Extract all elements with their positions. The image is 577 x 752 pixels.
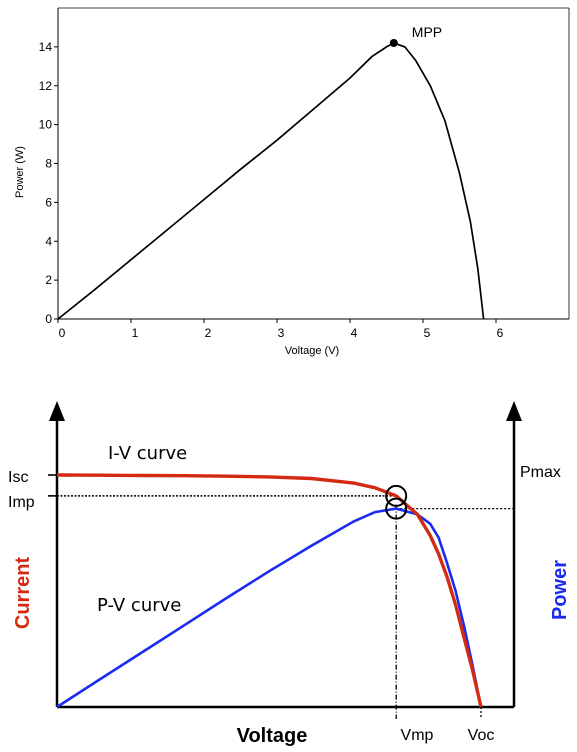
y-tick-label: 12 — [39, 79, 53, 93]
power-axis-label: Power — [549, 560, 571, 620]
x-tick-label: 1 — [132, 326, 139, 340]
pmax-label: Pmax — [520, 464, 561, 481]
guide-lines — [48, 474, 514, 719]
x-tick-label: 3 — [278, 326, 285, 340]
x-tick-label: 6 — [497, 326, 504, 340]
voltage-axis-label: Voltage — [237, 725, 308, 747]
power-curve — [57, 42, 485, 320]
y-tick-label: 10 — [39, 118, 53, 132]
isc-label: Isc — [8, 469, 28, 486]
current-axis-label: Current — [12, 557, 34, 630]
y-tick-label: 0 — [45, 312, 52, 326]
y-tick-label: 6 — [45, 195, 52, 209]
voc-label: Voc — [468, 727, 495, 744]
marker-layer — [385, 484, 408, 520]
x-tick-label: 4 — [351, 326, 358, 340]
x-tick-label: 5 — [424, 326, 431, 340]
pv-curve-label: P-V curve — [97, 595, 181, 616]
iv-pv-chart: I-V curve P-V curve Isc Imp Pmax Vmp Voc… — [8, 401, 571, 747]
x-tick-label: 0 — [59, 326, 66, 340]
operating-point-circle — [385, 484, 408, 507]
y-tick-label: 4 — [45, 234, 52, 248]
x-axis-label: Voltage (V) — [285, 345, 339, 357]
y-axis-label: Power (W) — [14, 146, 26, 198]
vmp-label: Vmp — [401, 727, 434, 744]
iv-curve — [56, 473, 483, 708]
x-tick-label: 2 — [205, 326, 212, 340]
imp-label: Imp — [8, 494, 35, 511]
y-tick-label: 8 — [45, 157, 52, 171]
mpp-point — [389, 38, 398, 47]
iv-curve-label: I-V curve — [108, 443, 187, 464]
operating-point-circle — [385, 497, 408, 520]
y-tick-label: 2 — [45, 273, 52, 287]
y-tick-label: 14 — [39, 40, 53, 54]
mpp-label: MPP — [412, 24, 442, 40]
